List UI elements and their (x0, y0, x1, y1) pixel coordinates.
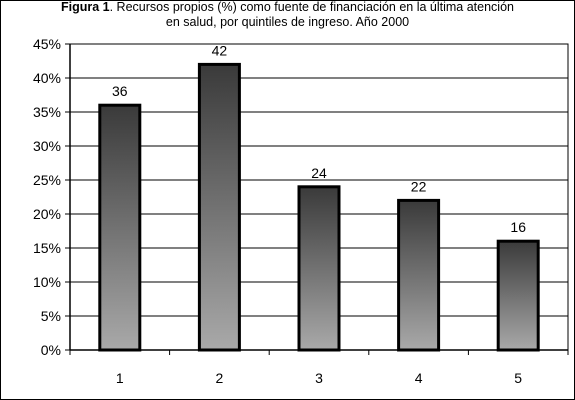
bars (98, 62, 540, 352)
x-tick-label: 4 (415, 370, 423, 386)
bar-5 (496, 239, 540, 352)
figure-label: Figura 1 (60, 0, 110, 14)
y-tick-label: 30% (33, 138, 61, 154)
y-tick-label: 10% (33, 274, 61, 290)
data-label: 36 (112, 83, 128, 99)
y-tick-label: 20% (33, 206, 61, 222)
bar-3 (297, 185, 341, 352)
y-tick-label: 35% (33, 104, 61, 120)
x-tick-label: 2 (216, 370, 224, 386)
x-tick-label: 3 (315, 370, 323, 386)
bar-1 (98, 103, 142, 352)
data-label: 24 (311, 165, 327, 181)
y-tick-label: 5% (41, 308, 61, 324)
y-tick-label: 40% (33, 70, 61, 86)
chart-title: Figura 1. Recursos propios (%) como fuen… (0, 0, 575, 30)
x-axis: 1 2 3 4 5 (69, 349, 569, 386)
data-label: 22 (411, 178, 427, 194)
y-tick-label: 45% (33, 36, 61, 52)
caption-line-2: en salud, por quintiles de ingreso. Año … (165, 15, 410, 29)
data-label: 16 (510, 219, 526, 235)
y-tick-label: 0% (41, 342, 61, 358)
y-tick-label: 25% (33, 172, 61, 188)
data-label: 42 (212, 42, 228, 58)
x-tick-label: 5 (514, 370, 522, 386)
bar-2 (197, 62, 241, 352)
y-axis: 0% 5% 10% 15% 20% 25% 30% 35% 40% 45% (33, 36, 71, 358)
data-labels: 36 42 24 22 16 (112, 42, 526, 235)
y-tick-label: 15% (33, 240, 61, 256)
x-tick-label: 1 (116, 370, 124, 386)
bar-4 (397, 198, 441, 352)
caption-line-1: . Recursos propios (%) como fuente de fi… (109, 0, 514, 14)
